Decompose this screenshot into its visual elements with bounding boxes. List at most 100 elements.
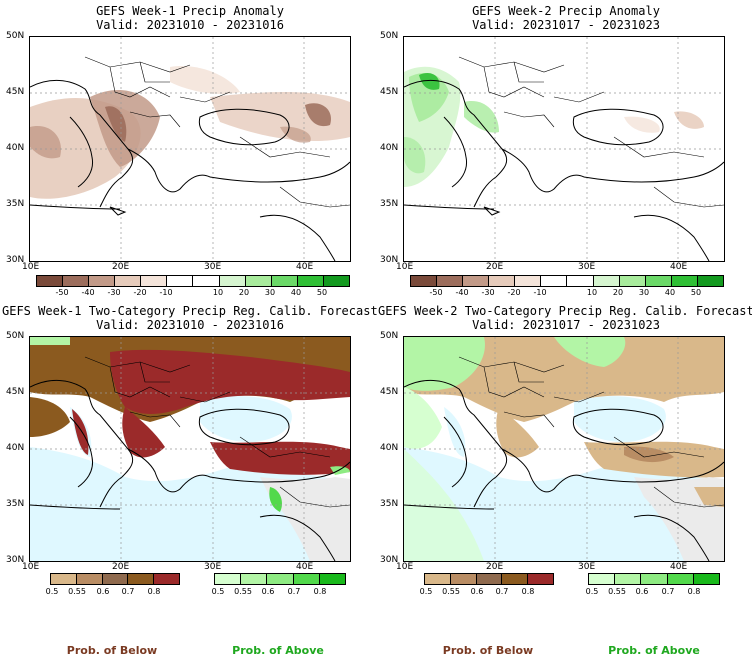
lat-label: 50N bbox=[6, 331, 25, 341]
panel-title: GEFS Week-2 Precip Anomaly bbox=[472, 4, 660, 18]
map-area bbox=[403, 336, 725, 562]
colorbar-tick: 10 bbox=[212, 288, 224, 297]
colorbar-tick: 0.55 bbox=[608, 587, 626, 596]
colorbar-swatch bbox=[167, 276, 194, 286]
colorbar-tick: -50 bbox=[55, 288, 69, 297]
colorbar-tick: 30 bbox=[264, 288, 276, 297]
below-colorbar bbox=[50, 573, 180, 585]
colorbar-swatch bbox=[411, 276, 438, 286]
colorbar-swatch bbox=[102, 574, 129, 584]
lat-label: 45N bbox=[380, 87, 399, 97]
lat-label: 50N bbox=[6, 31, 25, 41]
panel-week2-anomaly: GEFS Week-2 Precip Anomaly Valid: 202310… bbox=[376, 0, 752, 300]
colorbar-tick: 0.7 bbox=[495, 587, 509, 596]
colorbar-tick: 0.55 bbox=[68, 587, 86, 596]
prob-above-label: Prob. of Above bbox=[608, 644, 700, 657]
panel-valid-dates: Valid: 20231017 - 20231023 bbox=[472, 18, 660, 32]
colorbar-swatch bbox=[528, 574, 553, 584]
colorbar-tick: -20 bbox=[507, 288, 521, 297]
colorbar-swatch bbox=[297, 276, 324, 286]
lon-label: 30E bbox=[578, 562, 596, 572]
colorbar-swatch bbox=[241, 574, 268, 584]
panel-title: GEFS Week-2 Two-Category Precip Reg. Cal… bbox=[378, 304, 752, 318]
colorbar-tick: 0.55 bbox=[442, 587, 460, 596]
colorbar-swatch bbox=[319, 574, 346, 584]
panel-week1-anomaly: GEFS Week-1 Precip Anomaly Valid: 202310… bbox=[0, 0, 376, 300]
anomaly-colorbar bbox=[36, 275, 350, 287]
lon-label: 30E bbox=[578, 262, 596, 272]
colorbar-swatch bbox=[671, 276, 698, 286]
colorbar-swatch bbox=[619, 276, 646, 286]
colorbar-swatch bbox=[515, 276, 542, 286]
colorbar-tick: 10 bbox=[586, 288, 598, 297]
lat-label: 30N bbox=[380, 255, 399, 265]
colorbar-tick: -40 bbox=[455, 288, 469, 297]
lat-label: 40N bbox=[380, 443, 399, 453]
prob-above-label: Prob. of Above bbox=[232, 644, 324, 657]
colorbar-swatch bbox=[667, 574, 694, 584]
lon-label: 40E bbox=[670, 262, 688, 272]
colorbar-swatch bbox=[128, 574, 155, 584]
colorbar-tick: 0.8 bbox=[147, 587, 161, 596]
colorbar-tick: 0.6 bbox=[635, 587, 649, 596]
lon-label: 10E bbox=[22, 262, 40, 272]
colorbar-swatch bbox=[63, 276, 90, 286]
colorbar-tick: -10 bbox=[159, 288, 173, 297]
colorbar-swatch bbox=[641, 574, 668, 584]
panel-title: GEFS Week-1 Two-Category Precip Reg. Cal… bbox=[2, 304, 378, 318]
lon-label: 30E bbox=[204, 262, 222, 272]
colorbar-swatch bbox=[697, 276, 723, 286]
colorbar-tick: 0.7 bbox=[661, 587, 675, 596]
lat-label: 40N bbox=[6, 143, 25, 153]
colorbar-swatch bbox=[502, 574, 529, 584]
anomaly-colorbar bbox=[410, 275, 724, 287]
prob-below-label: Prob. of Below bbox=[442, 644, 534, 657]
colorbar-swatch bbox=[89, 276, 116, 286]
colorbar-tick: 50 bbox=[690, 288, 702, 297]
lon-label: 40E bbox=[296, 562, 314, 572]
colorbar-tick: -50 bbox=[429, 288, 443, 297]
colorbar-tick: 0.8 bbox=[313, 587, 327, 596]
colorbar-tick: 0.7 bbox=[287, 587, 301, 596]
lat-label: 35N bbox=[6, 199, 25, 209]
colorbar-swatch bbox=[541, 276, 568, 286]
colorbar-tick: 0.6 bbox=[470, 587, 484, 596]
lat-label: 50N bbox=[380, 31, 399, 41]
colorbar-swatch bbox=[219, 276, 246, 286]
colorbar-swatch bbox=[450, 574, 477, 584]
colorbar-tick: 40 bbox=[290, 288, 302, 297]
map-area bbox=[29, 336, 351, 562]
colorbar-tick: 20 bbox=[612, 288, 624, 297]
colorbar-tick: 0.6 bbox=[96, 587, 110, 596]
colorbar-swatch bbox=[154, 574, 179, 584]
colorbar-tick: 0.5 bbox=[45, 587, 59, 596]
panel-valid-dates: Valid: 20231017 - 20231023 bbox=[472, 318, 660, 332]
panel-valid-dates: Valid: 20231010 - 20231016 bbox=[96, 18, 284, 32]
colorbar-swatch bbox=[37, 276, 64, 286]
lat-label: 30N bbox=[6, 555, 25, 565]
colorbar-swatch bbox=[323, 276, 349, 286]
lon-label: 20E bbox=[486, 562, 504, 572]
colorbar-swatch bbox=[51, 574, 77, 584]
colorbar-swatch bbox=[215, 574, 242, 584]
below-colorbar bbox=[424, 573, 554, 585]
colorbar-swatch bbox=[645, 276, 672, 286]
panel-title: GEFS Week-1 Precip Anomaly bbox=[96, 4, 284, 18]
colorbar-swatch bbox=[293, 574, 320, 584]
lat-label: 35N bbox=[380, 499, 399, 509]
lat-label: 50N bbox=[380, 331, 399, 341]
colorbar-tick: 0.6 bbox=[261, 587, 275, 596]
above-colorbar bbox=[588, 573, 720, 585]
lon-label: 20E bbox=[112, 562, 130, 572]
lon-label: 40E bbox=[670, 562, 688, 572]
colorbar-swatch bbox=[567, 276, 594, 286]
lat-label: 45N bbox=[6, 87, 25, 97]
lon-label: 10E bbox=[396, 262, 414, 272]
lat-label: 40N bbox=[380, 143, 399, 153]
lon-label: 10E bbox=[396, 562, 414, 572]
colorbar-tick: -30 bbox=[481, 288, 495, 297]
colorbar-swatch bbox=[193, 276, 220, 286]
prob-below-label: Prob. of Below bbox=[66, 644, 158, 657]
colorbar-tick: -20 bbox=[133, 288, 147, 297]
colorbar-swatch bbox=[463, 276, 490, 286]
